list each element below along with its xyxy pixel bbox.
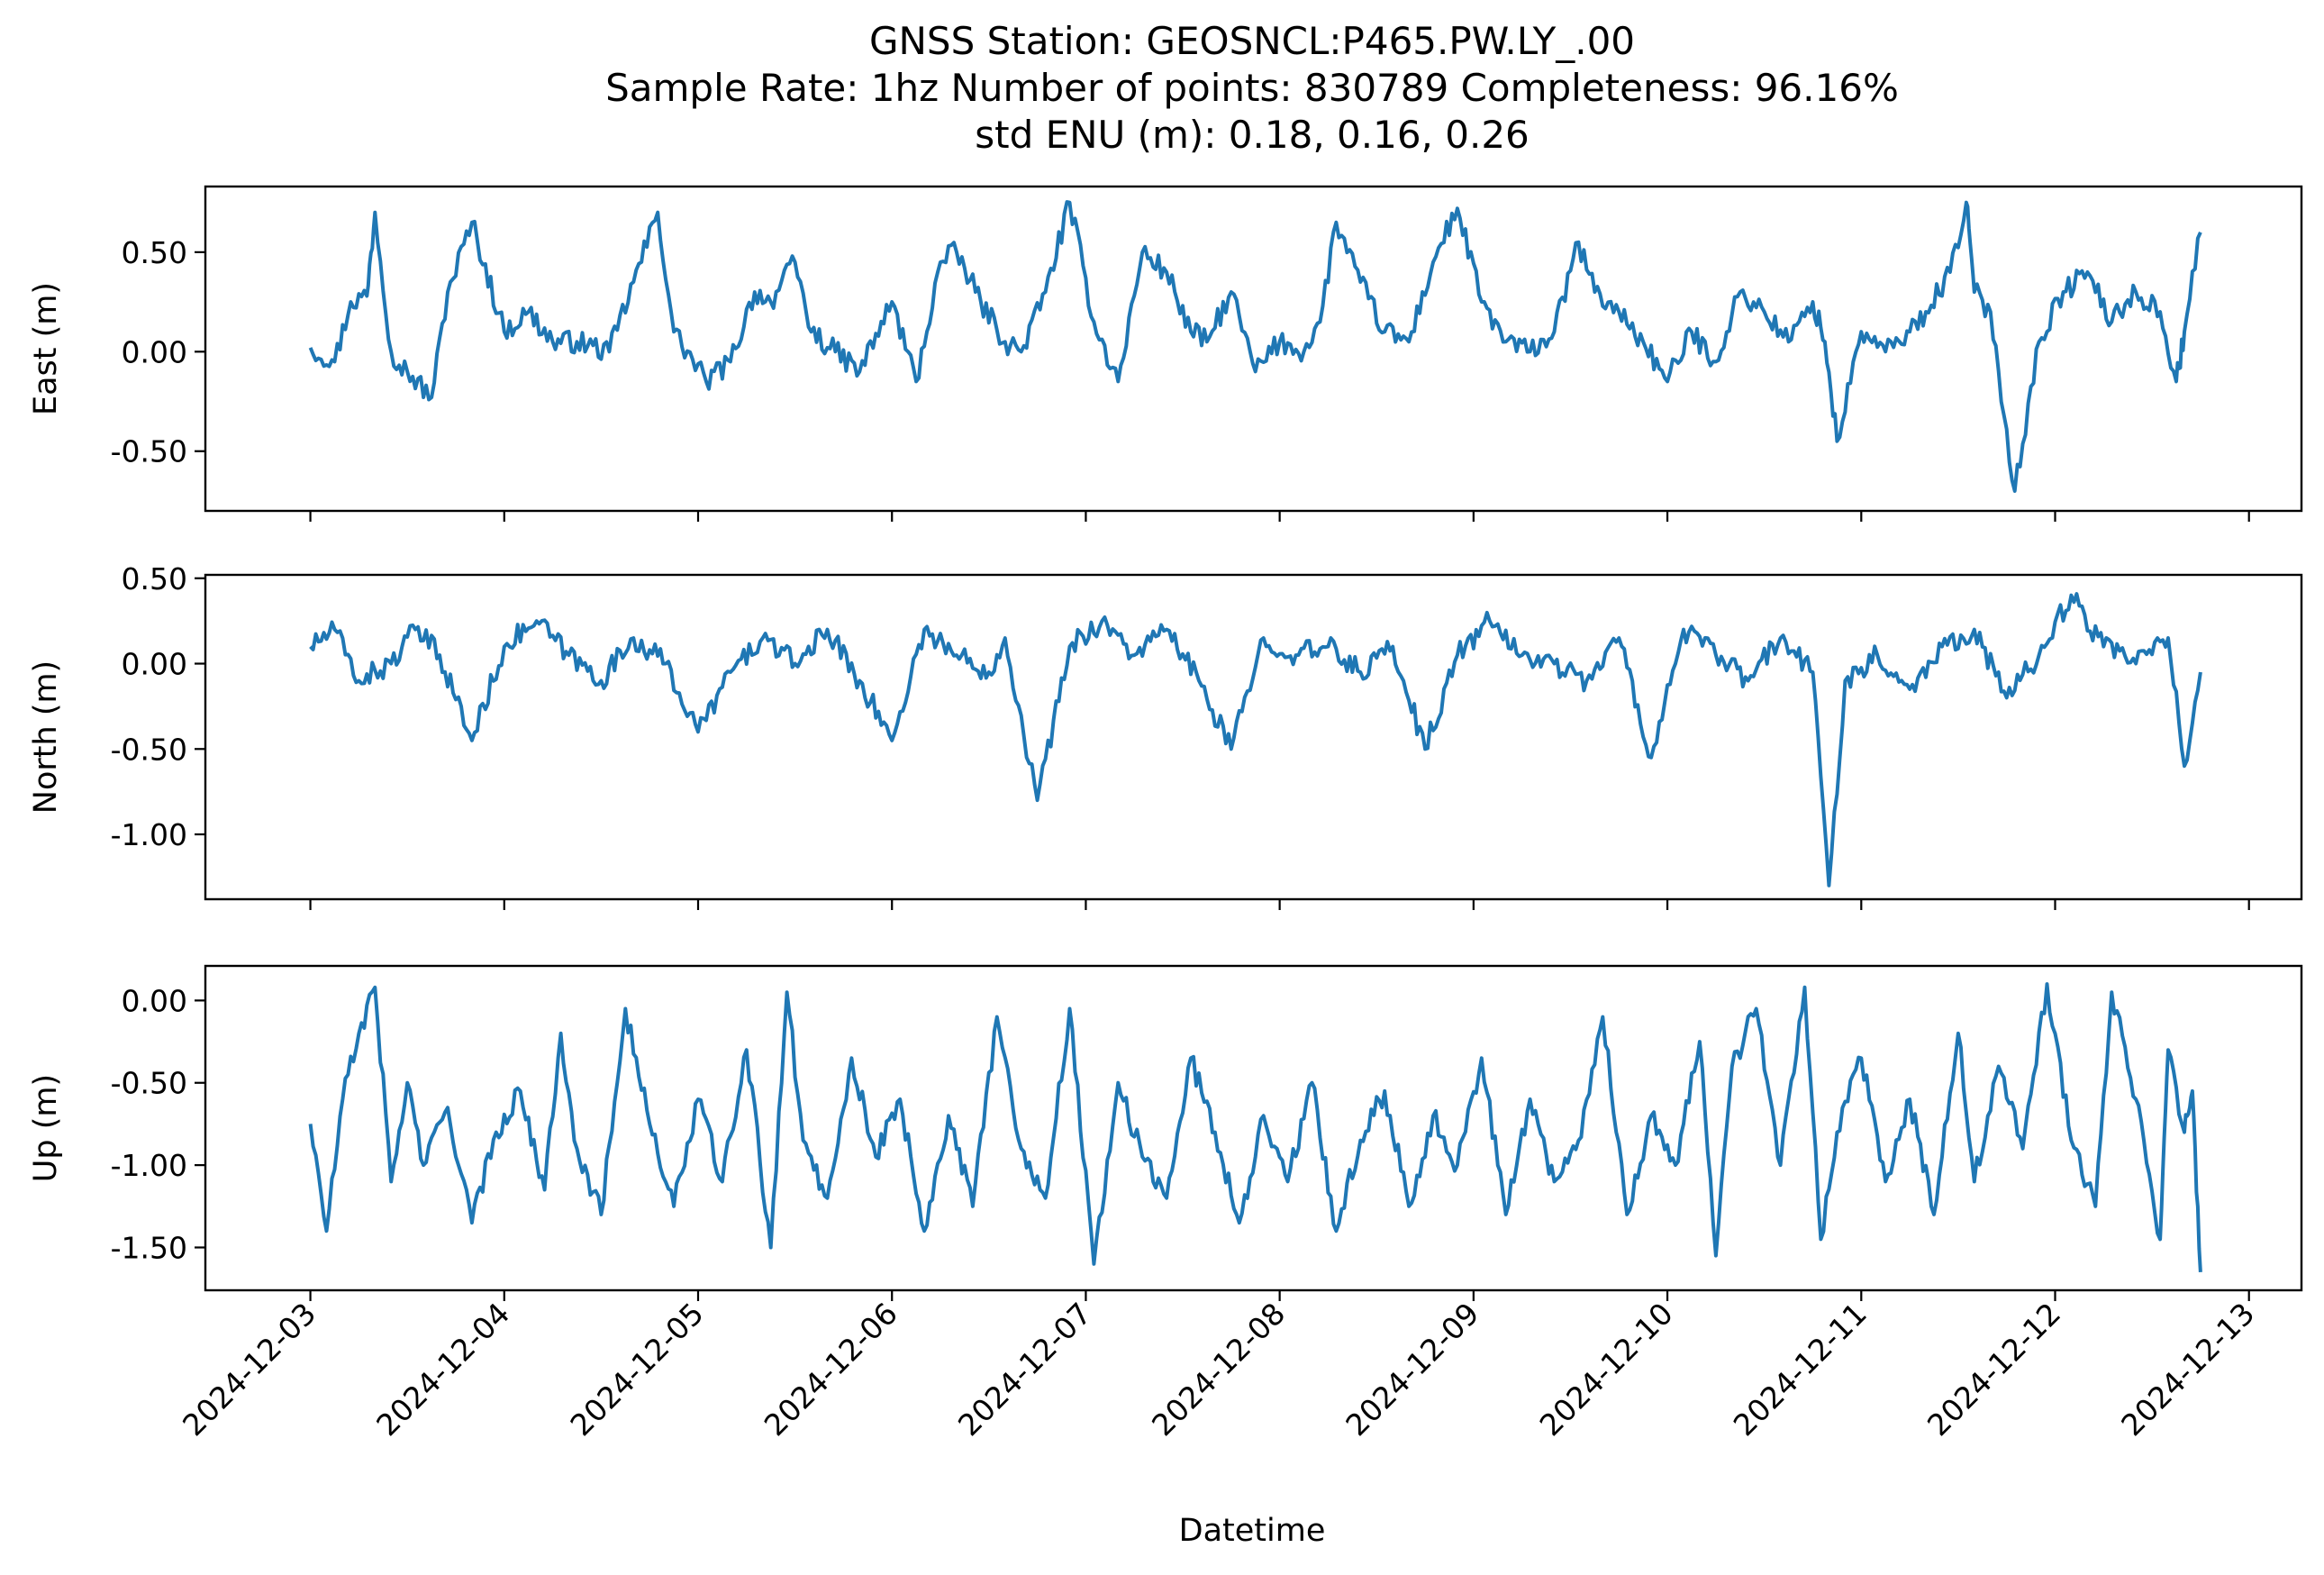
title-line-station: GNSS Station: GEOSNCL:P465.PW.LY_.00	[869, 19, 1635, 63]
panel-north: 0.50 0.00 -0.50 -1.00 North (m)	[28, 561, 2303, 910]
y-tick-label-east: 0.50	[122, 235, 187, 270]
axes-frame-up	[204, 964, 2303, 1292]
series-line-up	[308, 982, 2202, 1273]
axes-frame-east	[204, 185, 2303, 513]
series-line-east	[308, 200, 2202, 493]
x-tick-label: 2024-12-06	[758, 1296, 904, 1443]
y-tick-label-up: -1.50	[111, 1230, 187, 1265]
x-tick-label: 2024-12-05	[563, 1296, 710, 1443]
y-tick-label-north: -1.00	[111, 817, 187, 852]
y-tick-label-up: -1.00	[111, 1148, 187, 1183]
y-axis-label-east: East (m)	[28, 282, 64, 415]
y-tick-label-north: -0.50	[111, 732, 187, 767]
x-tick-label: 2024-12-08	[1145, 1296, 1292, 1443]
y-tick-label-north: 0.50	[122, 561, 187, 596]
x-tick-label: 2024-12-13	[2114, 1296, 2261, 1443]
y-axis-label-north: North (m)	[28, 660, 64, 814]
panel-east: 0.50 0.00 -0.50 East (m)	[28, 185, 2303, 522]
title-line-stats: Sample Rate: 1hz Number of points: 83078…	[605, 66, 1899, 110]
y-tick-label-east: -0.50	[111, 434, 187, 469]
panel-up: 0.00 -0.50 -1.00 -1.50 Up (m) 2024-12-03 2024-…	[28, 964, 2303, 1443]
y-tick-label-north: 0.00	[122, 647, 187, 682]
y-tick-label-up: 0.00	[122, 983, 187, 1018]
x-tick-label: 2024-12-03	[176, 1296, 322, 1443]
x-tick-label: 2024-12-07	[951, 1296, 1098, 1443]
y-tick-label-east: 0.00	[122, 334, 187, 369]
y-tick-label-up: -0.50	[111, 1066, 187, 1101]
x-tick-label: 2024-12-11	[1727, 1296, 1874, 1443]
y-axis-label-up: Up (m)	[28, 1074, 64, 1182]
series-line-north	[309, 592, 2202, 888]
title-line-std: std ENU (m): 0.18, 0.16, 0.26	[975, 113, 1530, 157]
x-tick-label: 2024-12-04	[369, 1296, 516, 1443]
axes-frame-north	[204, 573, 2303, 901]
x-tick-label: 2024-12-10	[1533, 1296, 1680, 1443]
x-axis-label: Datetime	[1179, 1513, 1326, 1549]
figure-title: GNSS Station: GEOSNCL:P465.PW.LY_.00 Sam…	[605, 19, 1899, 157]
x-tick-label: 2024-12-09	[1339, 1296, 1485, 1443]
x-tick-label: 2024-12-12	[1920, 1296, 2067, 1443]
